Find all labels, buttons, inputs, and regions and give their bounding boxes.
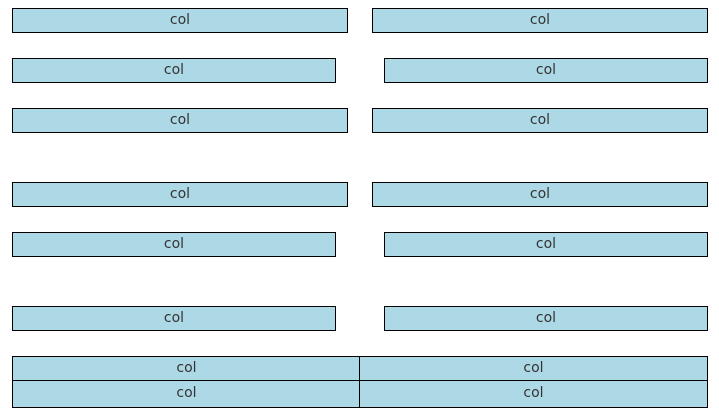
- row-3-col-2: col: [372, 108, 708, 133]
- row-4-col-2: col: [372, 182, 708, 207]
- row-6-col-1: col: [12, 306, 336, 331]
- row-5-col-2: col: [384, 232, 708, 257]
- row-7-col-1: col: [12, 356, 361, 381]
- row-2-col-2: col: [384, 58, 708, 83]
- row-7-col-2: col: [359, 356, 708, 381]
- row-1-col-2: col: [372, 8, 708, 33]
- row-1-col-1: col: [12, 8, 348, 33]
- row-8-col-1: col: [12, 381, 361, 408]
- row-8-col-2: col: [359, 381, 708, 408]
- row-6-col-2: col: [384, 306, 708, 331]
- row-4-col-1: col: [12, 182, 348, 207]
- row-5-col-1: col: [12, 232, 336, 257]
- row-2-col-1: col: [12, 58, 336, 83]
- row-3-col-1: col: [12, 108, 348, 133]
